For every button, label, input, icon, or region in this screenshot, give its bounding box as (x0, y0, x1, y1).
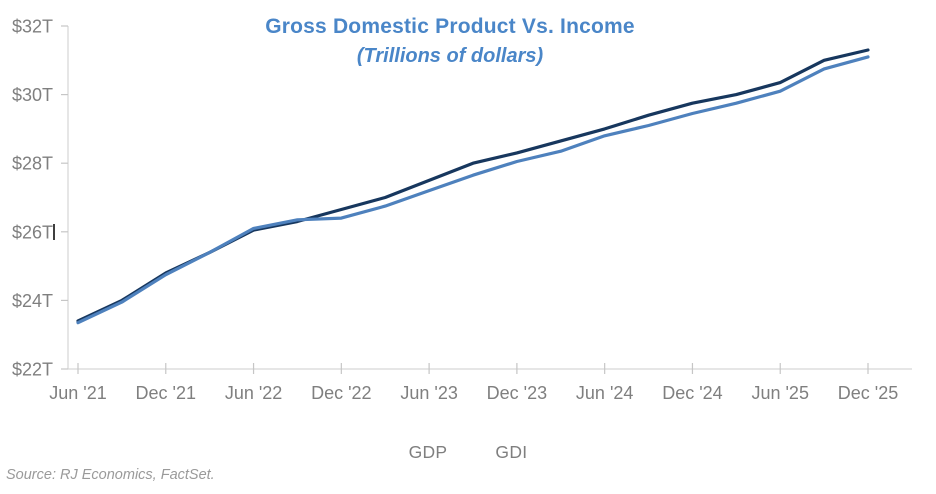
x-axis-label: Dec '22 (311, 383, 371, 403)
y-axis-label: $32T (12, 17, 53, 37)
x-axis-label: Jun '23 (400, 383, 457, 403)
chart-subtitle: (Trillions of dollars) (356, 45, 544, 67)
legend: GDP GDI (0, 442, 936, 463)
source-note: Source: RJ Economics, FactSet. (6, 467, 215, 483)
x-axis-label: Jun '24 (576, 383, 633, 403)
gdp-line (76, 48, 870, 323)
y-axis-label: $24T (12, 291, 53, 311)
x-axis-label: Dec '21 (136, 383, 196, 403)
x-axis-label: Jun '25 (751, 383, 808, 403)
y-axis-label: $22T (12, 360, 53, 380)
x-axis-label: Jun '21 (49, 383, 106, 403)
x-axis-label: Jun '22 (225, 383, 282, 403)
chart-title: Gross Domestic Product Vs. Income (265, 15, 635, 38)
x-axis-label: Dec '25 (838, 383, 898, 403)
y-axis-label: $26T (12, 222, 53, 242)
y-axis-label: $28T (12, 154, 53, 174)
x-axis-label: Dec '23 (487, 383, 547, 403)
x-axis-label: Dec '24 (662, 383, 722, 403)
legend-item-gdi: GDI (495, 442, 528, 462)
legend-item-gdp: GDP (408, 442, 448, 462)
gdi-line (76, 55, 870, 325)
text-cursor-artifact (53, 224, 55, 240)
y-axis-label: $30T (12, 85, 53, 105)
